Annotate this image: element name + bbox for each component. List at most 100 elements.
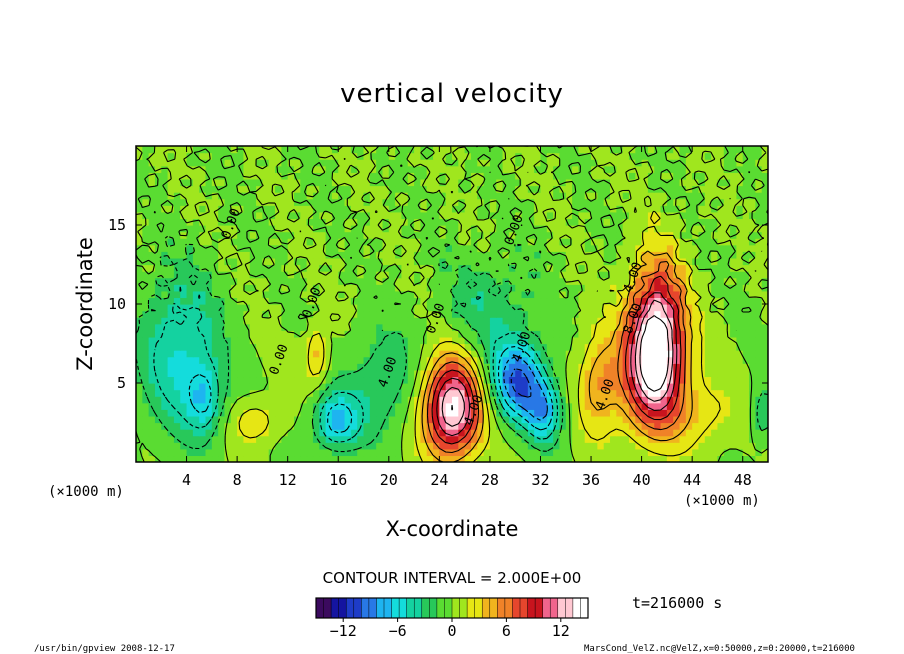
heat-cell (369, 185, 377, 193)
heat-cell (736, 442, 744, 450)
heat-cell (186, 225, 194, 233)
heat-cell (382, 455, 390, 462)
heat-cell (515, 192, 523, 200)
heat-cell (357, 231, 365, 239)
heat-cell (470, 198, 478, 206)
heat-cell (591, 277, 598, 285)
heat-cell (325, 317, 333, 325)
heat-cell (350, 409, 358, 417)
heat-cell (610, 165, 617, 173)
heat-cell (755, 251, 763, 259)
heat-cell (363, 363, 371, 371)
heat-cell (243, 198, 251, 206)
heat-cell (369, 369, 377, 378)
heat-cell (268, 304, 276, 312)
heat-cell (508, 244, 516, 252)
heat-cell (755, 429, 763, 437)
heat-cell (673, 146, 681, 154)
heat-cell (666, 251, 674, 259)
heat-cell (154, 383, 162, 391)
heat-cell (578, 152, 586, 160)
heat-cell (666, 415, 674, 424)
heat-cell (338, 231, 346, 239)
heat-cell (262, 290, 270, 299)
heat-cell (306, 422, 314, 430)
heat-cell (685, 323, 693, 331)
heat-cell (464, 323, 472, 331)
heat-cell (679, 297, 687, 305)
heat-cell (294, 185, 301, 193)
heat-cell (584, 159, 592, 167)
heat-cell (148, 396, 156, 404)
heat-cell (167, 178, 175, 187)
heat-cell (717, 172, 725, 180)
heat-cell (445, 297, 453, 305)
heat-cell (312, 159, 320, 167)
heat-cell (578, 422, 586, 430)
heat-cell (382, 211, 390, 220)
heat-cell (136, 323, 143, 331)
heat-cell (692, 448, 700, 457)
heat-cell (540, 323, 548, 331)
heat-cell (344, 435, 352, 443)
heat-cell (243, 257, 251, 266)
heat-cell (439, 178, 447, 187)
heat-cell (224, 448, 232, 457)
heat-cell (666, 172, 674, 180)
heat-cell (439, 297, 447, 305)
heat-cell (597, 198, 605, 206)
heat-cell (622, 455, 630, 462)
heat-cell (654, 442, 662, 450)
heat-cell (534, 238, 542, 246)
heat-cell (553, 238, 561, 246)
heat-cell (534, 317, 542, 325)
heat-cell (477, 225, 485, 233)
heat-cell (287, 290, 295, 299)
heat-cell (148, 225, 156, 233)
heat-cell (357, 225, 365, 233)
heat-cell (464, 185, 472, 193)
heat-cell (553, 323, 561, 331)
heat-cell (603, 363, 611, 371)
heat-cell (136, 356, 143, 364)
heat-cell (192, 284, 200, 292)
heat-cell (325, 383, 333, 391)
heat-cell (711, 304, 719, 312)
heat-cell (173, 211, 181, 220)
heat-cell (635, 284, 643, 292)
heat-cell (755, 211, 763, 220)
heat-cell (338, 396, 346, 404)
heat-cell (376, 343, 384, 351)
heat-cell (420, 310, 428, 318)
heat-cell (136, 192, 143, 200)
heat-cell (483, 376, 491, 384)
heat-cell (578, 396, 586, 404)
heat-cell (565, 336, 573, 345)
heat-cell (154, 369, 162, 378)
contour-level (503, 356, 548, 421)
heat-cell (300, 146, 308, 154)
heat-cell (591, 350, 598, 358)
heat-cell (312, 409, 320, 417)
heat-cell (496, 297, 504, 305)
heat-cell (344, 211, 352, 220)
heat-cell (161, 317, 169, 325)
heat-cell (477, 244, 485, 252)
heat-cell (628, 304, 636, 312)
heat-cell (622, 415, 630, 424)
heat-cell (325, 244, 333, 252)
heat-cell (294, 448, 301, 457)
heat-cell (376, 257, 384, 266)
heat-cell (357, 330, 365, 338)
heat-cell (553, 435, 561, 443)
heat-cell (559, 225, 567, 233)
heat-cell (755, 376, 763, 384)
heat-cell (489, 205, 497, 213)
heat-cell (597, 448, 605, 457)
heat-cell (749, 317, 756, 325)
heat-cell (711, 198, 719, 206)
heat-cell (711, 317, 719, 325)
heat-cell (515, 277, 523, 285)
heat-cell (382, 146, 390, 154)
heat-cell (673, 442, 681, 450)
